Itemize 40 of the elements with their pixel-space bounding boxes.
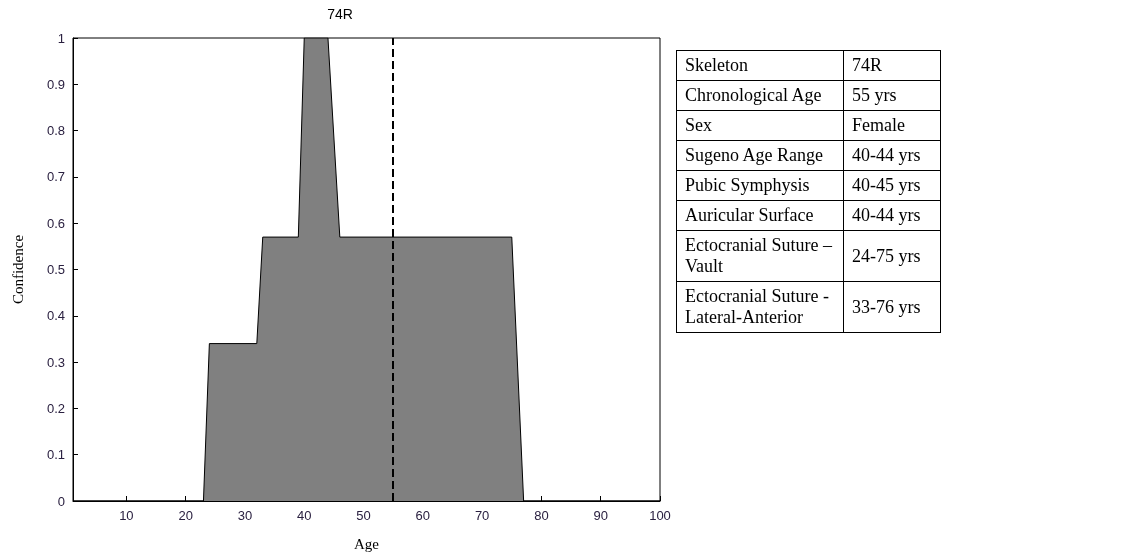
x-tick-label: 60 [415, 508, 431, 523]
text: Chronological Age [676, 80, 844, 111]
text: Sugeno Age Range [676, 140, 844, 171]
y-tick-label: 0.1 [46, 447, 65, 463]
y-tick-label: 1 [57, 30, 65, 46]
text: Auricular Surface [676, 200, 844, 231]
x-tick-label: 80 [534, 508, 549, 523]
y-tick-label: 0.3 [46, 354, 65, 370]
y-tick-label: 0.8 [46, 123, 65, 139]
y-axis-title: Confidence [9, 234, 26, 305]
text: Female [843, 110, 941, 141]
x-tick-label: 90 [593, 508, 608, 523]
x-tick-label: 20 [178, 508, 193, 523]
y-tick-label: 0.4 [46, 308, 65, 324]
x-tick-label: 30 [237, 508, 253, 523]
text: 40-45 yrs [843, 170, 941, 201]
chart-title: 74R [327, 6, 353, 22]
text: Sex [676, 110, 844, 141]
y-tick-label: 0 [57, 493, 65, 509]
x-axis-title: Age [354, 535, 380, 552]
y-tick-label: 0.6 [46, 215, 65, 231]
x-tick-label: 100 [649, 508, 671, 523]
text: 74R [843, 50, 941, 81]
text: Pubic Symphysis [676, 170, 844, 201]
text: Ectocranial Suture - Lateral-Anterior [676, 281, 844, 333]
text: 33-76 yrs [843, 281, 941, 333]
text: 55 yrs [843, 80, 941, 111]
x-tick-label: 40 [297, 508, 312, 523]
x-tick-label: 10 [119, 508, 134, 523]
text: 40-44 yrs [843, 200, 941, 231]
y-tick-label: 0.7 [46, 169, 65, 185]
text: 40-44 yrs [843, 140, 941, 171]
y-tick-label: 0.5 [46, 262, 65, 277]
text: 24-75 yrs [843, 230, 941, 282]
text: Skeleton [676, 50, 844, 81]
x-tick-label: 50 [356, 508, 371, 523]
x-tick-label: 70 [474, 508, 490, 523]
y-tick-label: 0.2 [46, 400, 65, 416]
text: Ectocranial Suture – Vault [676, 230, 844, 282]
y-tick-label: 0.9 [46, 76, 65, 92]
